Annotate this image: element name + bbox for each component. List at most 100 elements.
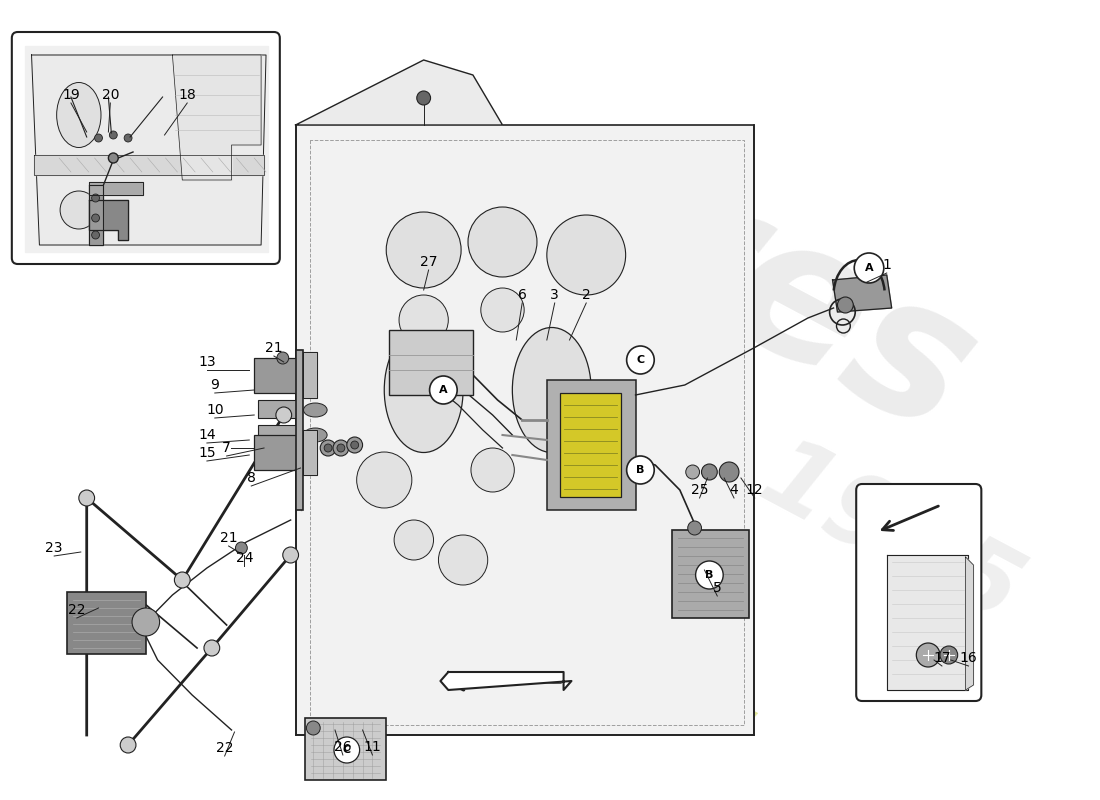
Text: 22: 22 xyxy=(216,741,233,755)
Circle shape xyxy=(940,646,958,664)
Circle shape xyxy=(356,452,411,508)
Text: 18: 18 xyxy=(178,88,196,102)
Polygon shape xyxy=(966,557,974,690)
Text: 11: 11 xyxy=(364,740,382,754)
Text: a passion for...: a passion for... xyxy=(407,508,776,732)
Circle shape xyxy=(719,462,739,482)
Text: 12: 12 xyxy=(746,483,763,497)
Polygon shape xyxy=(32,55,266,245)
Bar xyxy=(547,380,636,510)
Circle shape xyxy=(91,231,99,239)
Circle shape xyxy=(685,465,700,479)
Circle shape xyxy=(399,295,449,345)
Bar xyxy=(389,330,473,395)
Text: 14: 14 xyxy=(198,428,216,442)
Circle shape xyxy=(481,288,525,332)
Circle shape xyxy=(351,441,359,449)
Circle shape xyxy=(95,134,102,142)
Circle shape xyxy=(120,737,136,753)
Circle shape xyxy=(916,643,940,667)
Text: 27: 27 xyxy=(420,255,438,269)
Circle shape xyxy=(324,444,332,452)
Ellipse shape xyxy=(304,403,327,417)
Polygon shape xyxy=(440,672,572,690)
Polygon shape xyxy=(304,352,317,398)
Bar xyxy=(560,393,620,497)
Bar xyxy=(306,718,386,780)
Circle shape xyxy=(547,215,626,295)
Text: 22: 22 xyxy=(68,603,86,617)
Circle shape xyxy=(627,346,654,374)
Circle shape xyxy=(276,407,292,423)
Circle shape xyxy=(627,456,654,484)
Text: 23: 23 xyxy=(45,541,63,555)
Text: 21: 21 xyxy=(220,531,238,545)
Text: B: B xyxy=(636,465,645,475)
Text: 24: 24 xyxy=(235,551,253,565)
Text: 4: 4 xyxy=(729,483,738,497)
Bar xyxy=(296,125,754,735)
Circle shape xyxy=(320,440,336,456)
Polygon shape xyxy=(173,55,261,180)
Text: 25: 25 xyxy=(691,483,708,497)
Text: 8: 8 xyxy=(246,471,255,485)
Circle shape xyxy=(837,297,854,313)
Circle shape xyxy=(283,547,298,563)
Bar xyxy=(254,435,306,470)
Polygon shape xyxy=(296,60,503,125)
Text: 10: 10 xyxy=(206,403,223,417)
Polygon shape xyxy=(89,185,103,245)
Bar xyxy=(67,592,146,654)
Circle shape xyxy=(109,153,118,163)
Circle shape xyxy=(346,437,363,453)
Circle shape xyxy=(132,608,160,636)
Bar xyxy=(296,350,304,510)
Circle shape xyxy=(109,131,118,139)
Text: nce 1985: nce 1985 xyxy=(539,317,1037,643)
Polygon shape xyxy=(34,155,264,175)
Circle shape xyxy=(91,214,99,222)
Circle shape xyxy=(439,535,487,585)
Text: 2: 2 xyxy=(582,288,591,302)
Text: 16: 16 xyxy=(959,651,978,665)
Text: 3: 3 xyxy=(550,288,559,302)
Text: 20: 20 xyxy=(101,88,119,102)
Circle shape xyxy=(468,207,537,277)
Circle shape xyxy=(702,464,717,480)
Polygon shape xyxy=(833,275,892,312)
Text: A: A xyxy=(439,385,448,395)
FancyBboxPatch shape xyxy=(12,32,279,264)
Circle shape xyxy=(471,448,515,492)
Text: 15: 15 xyxy=(198,446,216,460)
Ellipse shape xyxy=(60,191,98,229)
Text: res: res xyxy=(613,146,1003,474)
Circle shape xyxy=(204,640,220,656)
Text: C: C xyxy=(343,745,351,755)
Text: 13: 13 xyxy=(198,355,216,369)
Circle shape xyxy=(175,572,190,588)
Circle shape xyxy=(337,444,344,452)
Polygon shape xyxy=(89,200,128,240)
Bar xyxy=(258,400,303,418)
Circle shape xyxy=(417,91,430,105)
Text: 1: 1 xyxy=(882,258,891,272)
Circle shape xyxy=(855,253,883,283)
Text: A: A xyxy=(865,263,873,273)
Text: 21: 21 xyxy=(265,341,283,355)
Circle shape xyxy=(386,212,461,288)
Polygon shape xyxy=(24,46,268,252)
Text: 7: 7 xyxy=(222,441,231,455)
Circle shape xyxy=(124,134,132,142)
Circle shape xyxy=(91,194,99,202)
Ellipse shape xyxy=(57,82,101,147)
Circle shape xyxy=(430,376,458,404)
Circle shape xyxy=(277,352,288,364)
Bar xyxy=(254,358,306,393)
Text: 17: 17 xyxy=(933,651,950,665)
Circle shape xyxy=(333,440,349,456)
Text: 6: 6 xyxy=(518,288,527,302)
Ellipse shape xyxy=(513,327,591,453)
Text: B: B xyxy=(705,570,714,580)
Circle shape xyxy=(79,490,95,506)
Circle shape xyxy=(307,721,320,735)
